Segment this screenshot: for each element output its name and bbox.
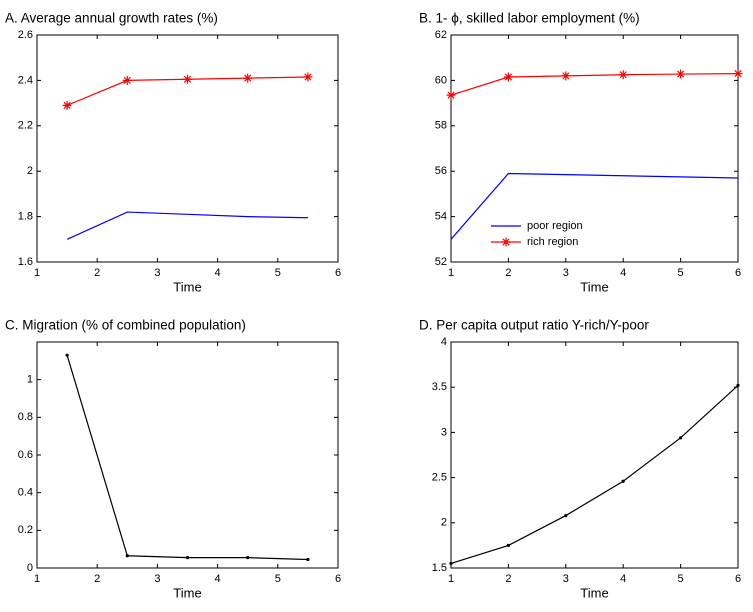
y-tick-label: 0.4 (18, 487, 33, 499)
x-tick-label: 6 (335, 573, 341, 585)
y-tick-label: 2.5 (432, 472, 447, 484)
star-marker (183, 74, 192, 84)
y-tick-label: 2.2 (18, 120, 33, 132)
y-tick-label: 3.5 (432, 381, 447, 393)
dot-marker (185, 556, 190, 560)
x-axis-label: Time (580, 279, 608, 294)
panel: C. Migration (% of combined population) 1… (5, 318, 341, 601)
panel-title: D. Per capita output ratio Y-rich/Y-poor (419, 318, 649, 333)
panel-title: C. Migration (% of combined population) (5, 318, 246, 333)
dot-marker (679, 436, 683, 440)
y-tick-label: 58 (435, 120, 447, 132)
x-axis-label: Time (580, 585, 608, 600)
plot-frame (36, 341, 339, 569)
x-tick-label: 6 (735, 573, 741, 585)
x-tick-label: 6 (735, 267, 741, 279)
y-tick-label: 2.4 (18, 74, 33, 86)
dot-marker (506, 543, 510, 548)
plot-frame (450, 341, 739, 569)
dot-marker (621, 479, 625, 483)
x-tick-label: 5 (678, 267, 684, 279)
dot-marker (449, 561, 453, 566)
x-tick-label: 3 (563, 267, 569, 279)
y-tick-label: 2 (27, 165, 33, 177)
x-tick-label: 4 (215, 573, 221, 585)
x-tick-label: 2 (94, 573, 100, 585)
y-tick-label: 0.8 (18, 411, 33, 423)
dot-marker (306, 557, 310, 562)
star-marker (62, 100, 72, 110)
x-tick-label: 4 (620, 573, 626, 585)
x-axis-label: Time (173, 279, 201, 294)
y-tick-label: 62 (435, 29, 447, 41)
panel: B. 1- ϕ, skilled labor employment (%) 1 2 3… (419, 11, 743, 294)
star-marker (503, 72, 513, 82)
x-tick-label: 3 (154, 267, 160, 279)
star-marker (446, 90, 456, 100)
panel: A. Average annual growth rates (%) 1 2 3 4 5 6… (5, 11, 341, 295)
plot-frame (36, 34, 339, 263)
x-tick-label: 4 (620, 267, 626, 279)
x-tick-label: 1 (34, 573, 40, 585)
y-tick-label: 3 (441, 426, 447, 438)
dot-marker (65, 353, 69, 357)
series-line (450, 384, 739, 565)
panel-title: B. 1- ϕ, skilled labor employment (%) (419, 11, 640, 26)
y-tick-label: 52 (435, 256, 447, 268)
star-marker (243, 73, 253, 83)
y-tick-label: 54 (435, 211, 447, 223)
star-marker (618, 70, 628, 80)
star-marker (561, 71, 571, 81)
y-tick-label: 56 (435, 165, 447, 177)
x-tick-label: 2 (94, 267, 100, 279)
star-marker (733, 69, 743, 79)
y-tick-label: 1.6 (18, 256, 33, 268)
legend-label: rich region (527, 236, 578, 248)
panel: D. Per capita output ratio Y-rich/Y-poor… (419, 318, 741, 601)
series-line (66, 355, 308, 561)
x-tick-label: 3 (563, 573, 569, 585)
x-tick-label: 5 (275, 267, 281, 279)
x-tick-label: 1 (448, 573, 454, 585)
star-marker (303, 72, 313, 82)
x-tick-label: 5 (275, 573, 281, 585)
series-line (450, 72, 739, 96)
legend-label: poor region (527, 220, 583, 232)
y-tick-label: 0 (27, 562, 33, 574)
x-tick-label: 2 (505, 573, 511, 585)
y-tick-label: 4 (441, 336, 447, 348)
star-marker (676, 69, 686, 79)
series-line (450, 172, 739, 240)
x-tick-label: 1 (448, 267, 454, 279)
y-tick-label: 1 (27, 374, 33, 386)
y-tick-label: 60 (435, 74, 447, 86)
y-tick-label: 0.2 (18, 524, 33, 536)
dot-marker (564, 513, 568, 518)
y-tick-label: 2.6 (18, 29, 33, 41)
series-line (66, 211, 308, 240)
x-axis-label: Time (173, 585, 201, 600)
panel-title: A. Average annual growth rates (%) (5, 11, 218, 26)
dot-marker (125, 554, 129, 558)
x-tick-label: 3 (154, 573, 160, 585)
y-tick-label: 2 (441, 517, 447, 529)
x-tick-label: 1 (34, 267, 40, 279)
x-tick-label: 4 (215, 267, 221, 279)
x-tick-label: 2 (505, 267, 511, 279)
dot-marker (246, 556, 250, 560)
plot-frame (450, 34, 739, 263)
star-marker (122, 75, 132, 85)
dot-marker (736, 383, 740, 387)
x-tick-label: 5 (678, 573, 684, 585)
y-tick-label: 1.5 (432, 562, 447, 574)
x-tick-label: 6 (335, 267, 341, 279)
y-tick-label: 0.6 (18, 449, 33, 461)
legend-marker (501, 237, 511, 247)
y-tick-label: 1.8 (18, 211, 33, 223)
